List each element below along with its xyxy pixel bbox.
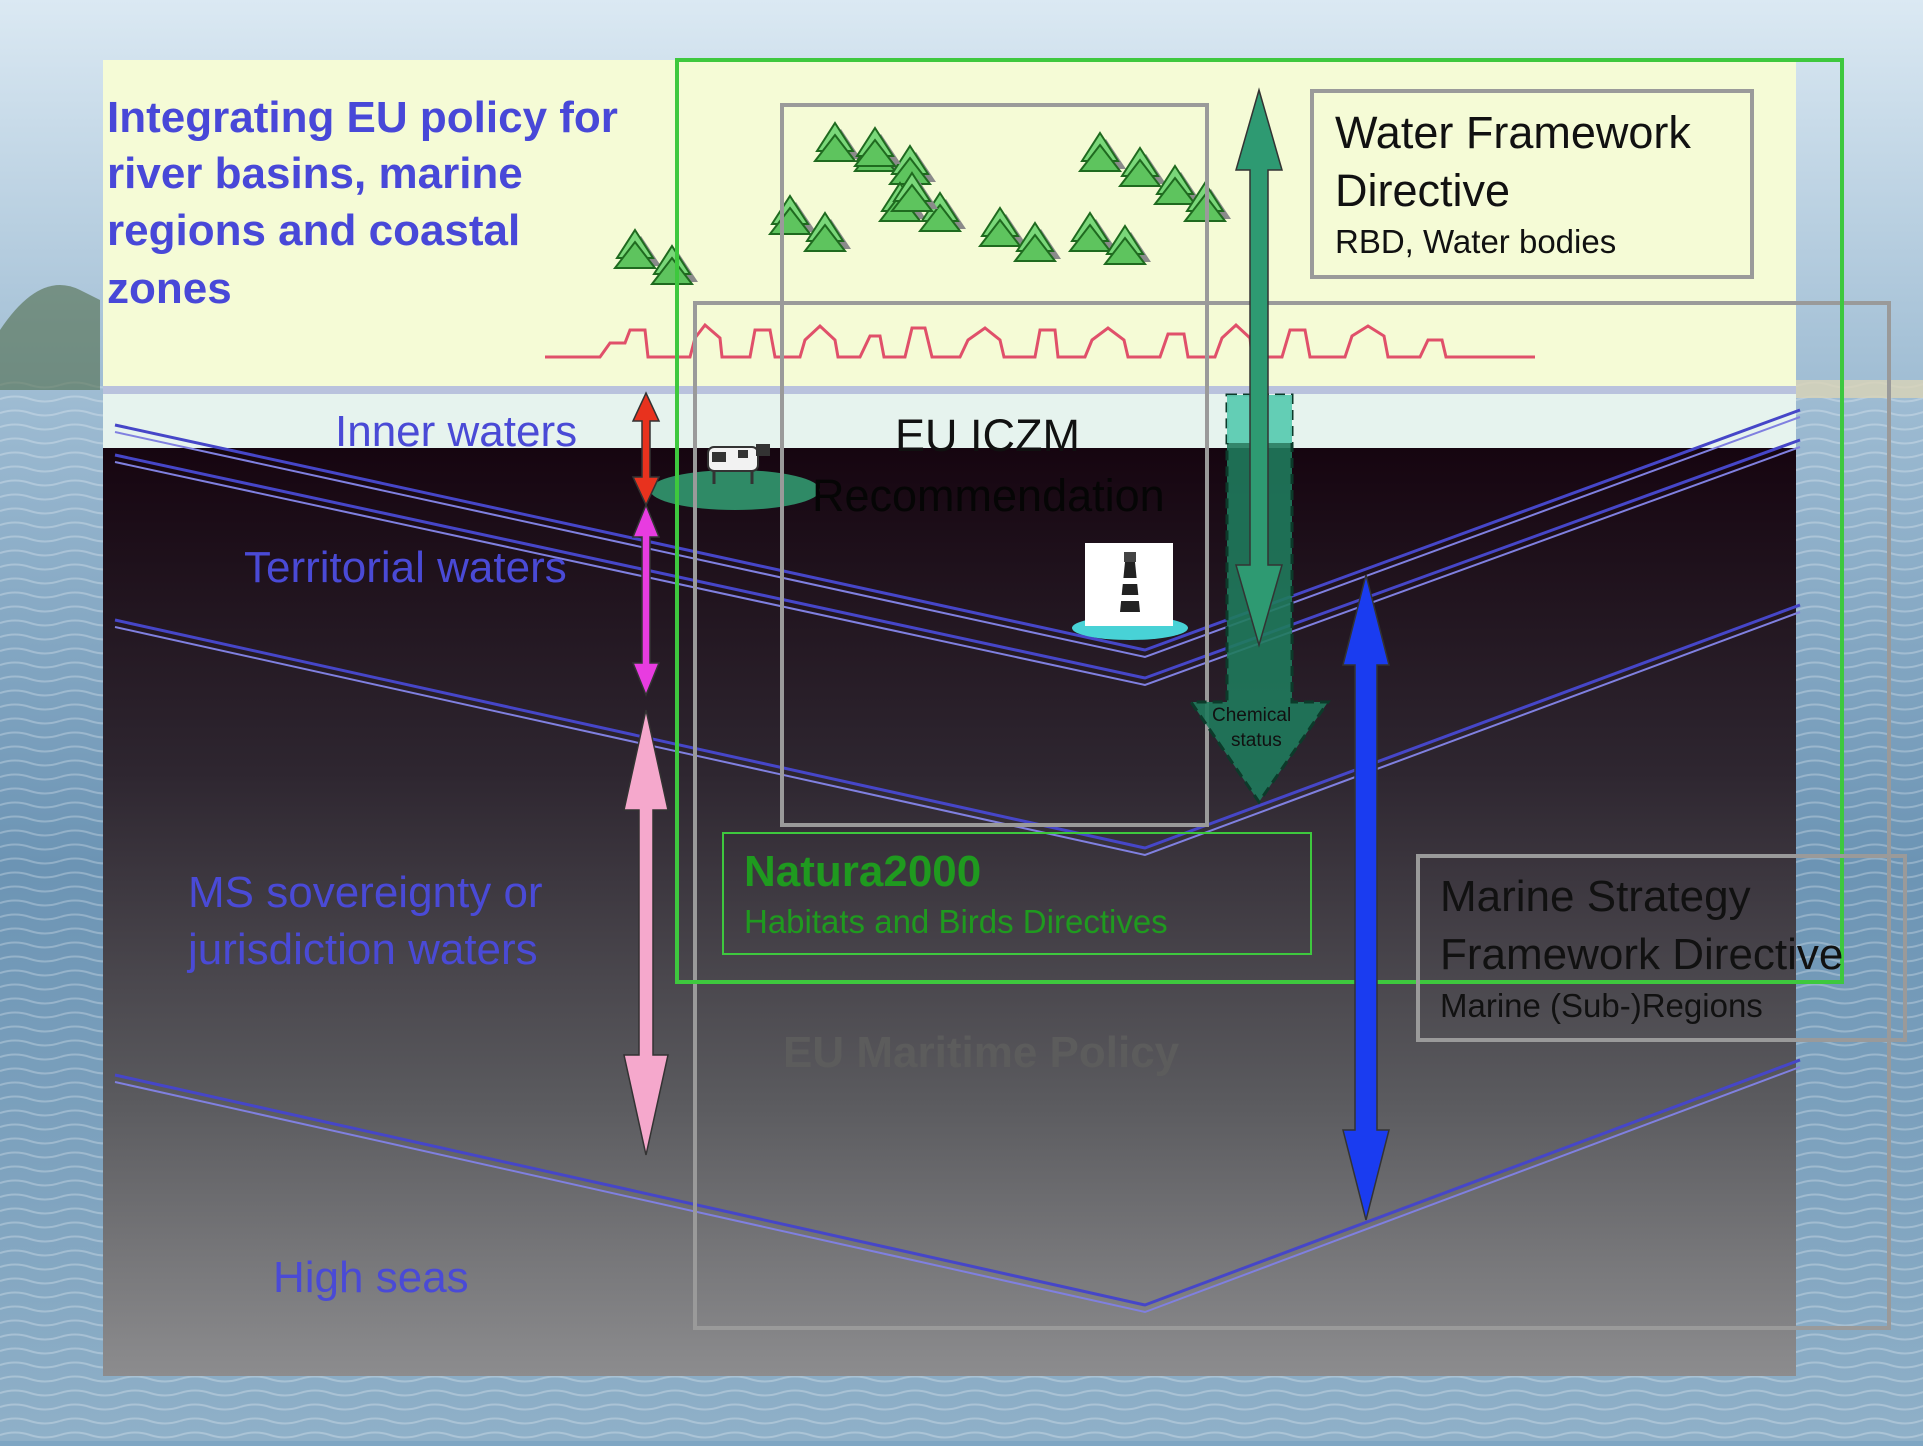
inner-waters-band [103, 390, 1796, 448]
tree-icon [852, 126, 901, 167]
settlement-skyline [545, 322, 1535, 359]
maritime-policy-label: EU Maritime Policy [783, 1028, 1180, 1077]
iczm-frame [780, 103, 1209, 827]
coastline [103, 386, 1796, 394]
wfd-subtitle: RBD, Water bodies [1335, 223, 1617, 260]
natura-subtitle: Habitats and Birds Directives [744, 903, 1168, 940]
seabed-line-4 [114, 1058, 1801, 1307]
msfd-subtitle: Marine (Sub-)Regions [1440, 987, 1763, 1024]
tree-icon [1012, 221, 1061, 262]
tree-icon [1117, 146, 1166, 187]
iczm-title-line2: Recommendation [812, 470, 1165, 521]
title-line-4: zones [107, 264, 232, 313]
tree-icon [812, 121, 861, 162]
seabed-line-1 [114, 408, 1801, 652]
seabed-contours [114, 408, 1801, 1314]
tree-icon [1102, 224, 1151, 265]
tree-icon [1067, 211, 1116, 252]
tree-icon [1152, 164, 1201, 205]
iczm-title-line1: EU ICZM [895, 410, 1080, 461]
zone-label-ms-line2: jurisdiction waters [188, 925, 538, 974]
msfd-label-box [1416, 854, 1907, 1042]
zone-label-high-seas: High seas [273, 1253, 469, 1302]
lighthouse [1072, 543, 1188, 640]
chemical-status-line2: status [1231, 730, 1282, 751]
msfd-title-line2: Framework Directive [1440, 930, 1844, 979]
wfd-frame [675, 58, 1844, 984]
seabed-line-1-shadow [114, 416, 1801, 659]
tree-icon [802, 211, 851, 252]
wfd-scope-arrow [1235, 87, 1283, 648]
title-line-3: regions and coastal [107, 206, 521, 255]
forest-trees [612, 121, 1231, 285]
msfd-title-line1: Marine Strategy [1440, 872, 1751, 921]
title-line-2: river basins, marine [107, 149, 523, 198]
maritime-policy-frame [693, 301, 1891, 1330]
seabed-line-3-shadow [114, 611, 1801, 857]
wfd-label-box [1310, 89, 1754, 279]
territorial-waters-arrow [631, 503, 661, 697]
farm-island [650, 444, 820, 510]
natura-title: Natura2000 [744, 847, 982, 896]
seabed-line-3 [114, 603, 1801, 850]
wfd-title-line1: Water Framework [1335, 107, 1691, 158]
tree-icon [1077, 131, 1126, 172]
wfd-title-line2: Directive [1335, 165, 1511, 216]
tree-icon [612, 228, 661, 269]
ms-jurisdiction-arrow [623, 709, 669, 1156]
title-line-1: Integrating EU policy for [107, 93, 618, 142]
sea-depth-panel [103, 448, 1796, 1376]
zone-label-territorial-waters: Territorial waters [244, 543, 567, 592]
seabed-line-2 [114, 438, 1801, 680]
tree-icon [889, 171, 938, 212]
msfd-scope-arrow [1342, 574, 1390, 1221]
zone-label-inner-waters: Inner waters [335, 407, 578, 456]
zone-label-ms-line1: MS sovereignty or [188, 868, 543, 917]
natura-box [722, 832, 1312, 955]
tree-icon [977, 206, 1026, 247]
seabed-line-2-shadow [114, 446, 1801, 687]
chemical-status-line1: Chemical [1212, 705, 1292, 726]
seabed-line-4-shadow [114, 1066, 1801, 1314]
scope-arrows [623, 87, 1390, 1221]
